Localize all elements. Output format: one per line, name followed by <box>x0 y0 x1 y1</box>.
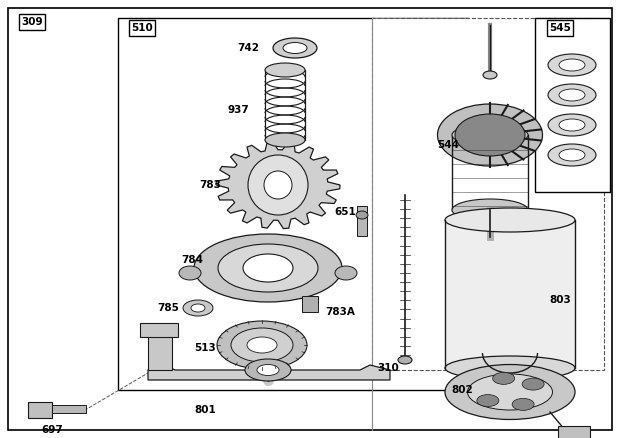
Ellipse shape <box>548 144 596 166</box>
Bar <box>118 18 468 390</box>
Ellipse shape <box>247 337 277 353</box>
Text: 544: 544 <box>437 140 459 150</box>
Ellipse shape <box>191 304 205 312</box>
Text: 785: 785 <box>157 303 179 313</box>
Text: 801: 801 <box>194 405 216 415</box>
Ellipse shape <box>194 234 342 302</box>
Ellipse shape <box>493 372 515 385</box>
Text: 937: 937 <box>227 105 249 115</box>
Ellipse shape <box>283 42 307 53</box>
Ellipse shape <box>548 114 596 136</box>
Ellipse shape <box>522 378 544 390</box>
Ellipse shape <box>512 399 534 410</box>
Ellipse shape <box>218 244 318 292</box>
Ellipse shape <box>559 149 585 161</box>
Ellipse shape <box>483 71 497 79</box>
Text: 803: 803 <box>549 295 571 305</box>
Text: 697: 697 <box>41 425 63 435</box>
Ellipse shape <box>183 300 213 316</box>
Ellipse shape <box>243 254 293 282</box>
Ellipse shape <box>452 124 528 146</box>
Bar <box>558 426 590 438</box>
Circle shape <box>264 171 292 199</box>
Bar <box>445 220 575 368</box>
Ellipse shape <box>231 328 293 362</box>
Text: 783A: 783A <box>325 307 355 317</box>
Bar <box>28 402 52 418</box>
Ellipse shape <box>467 374 552 410</box>
Ellipse shape <box>548 54 596 76</box>
Bar <box>372 18 604 370</box>
Polygon shape <box>148 365 390 380</box>
Text: 310: 310 <box>377 363 399 373</box>
Bar <box>52 405 86 413</box>
Bar <box>19 14 45 30</box>
Ellipse shape <box>273 38 317 58</box>
Ellipse shape <box>179 266 201 280</box>
Bar <box>535 18 610 192</box>
Bar <box>140 323 178 337</box>
Ellipse shape <box>477 395 499 406</box>
Ellipse shape <box>559 59 585 71</box>
Text: 651: 651 <box>334 207 356 217</box>
Ellipse shape <box>559 89 585 101</box>
Ellipse shape <box>257 364 279 375</box>
Ellipse shape <box>265 63 305 77</box>
Ellipse shape <box>559 119 585 131</box>
Ellipse shape <box>217 321 307 369</box>
Ellipse shape <box>265 133 305 147</box>
Bar <box>547 20 573 36</box>
Text: 783: 783 <box>199 180 221 190</box>
Ellipse shape <box>245 359 291 381</box>
Text: 742: 742 <box>237 43 259 53</box>
Text: 513: 513 <box>194 343 216 353</box>
Bar <box>302 296 318 312</box>
Text: 309: 309 <box>21 17 43 27</box>
Circle shape <box>248 155 308 215</box>
Ellipse shape <box>445 356 575 380</box>
Ellipse shape <box>548 84 596 106</box>
Ellipse shape <box>398 356 412 364</box>
Text: 784: 784 <box>181 255 203 265</box>
Ellipse shape <box>438 104 542 166</box>
Text: 510: 510 <box>131 23 153 33</box>
Ellipse shape <box>356 211 368 219</box>
Ellipse shape <box>445 208 575 232</box>
Bar <box>357 206 367 236</box>
Text: 802: 802 <box>451 385 473 395</box>
Ellipse shape <box>445 364 575 420</box>
Polygon shape <box>216 141 340 229</box>
Text: 545: 545 <box>549 23 571 33</box>
Ellipse shape <box>335 266 357 280</box>
Ellipse shape <box>452 199 528 221</box>
Bar <box>148 330 172 370</box>
Ellipse shape <box>455 114 525 156</box>
Bar <box>129 20 155 36</box>
